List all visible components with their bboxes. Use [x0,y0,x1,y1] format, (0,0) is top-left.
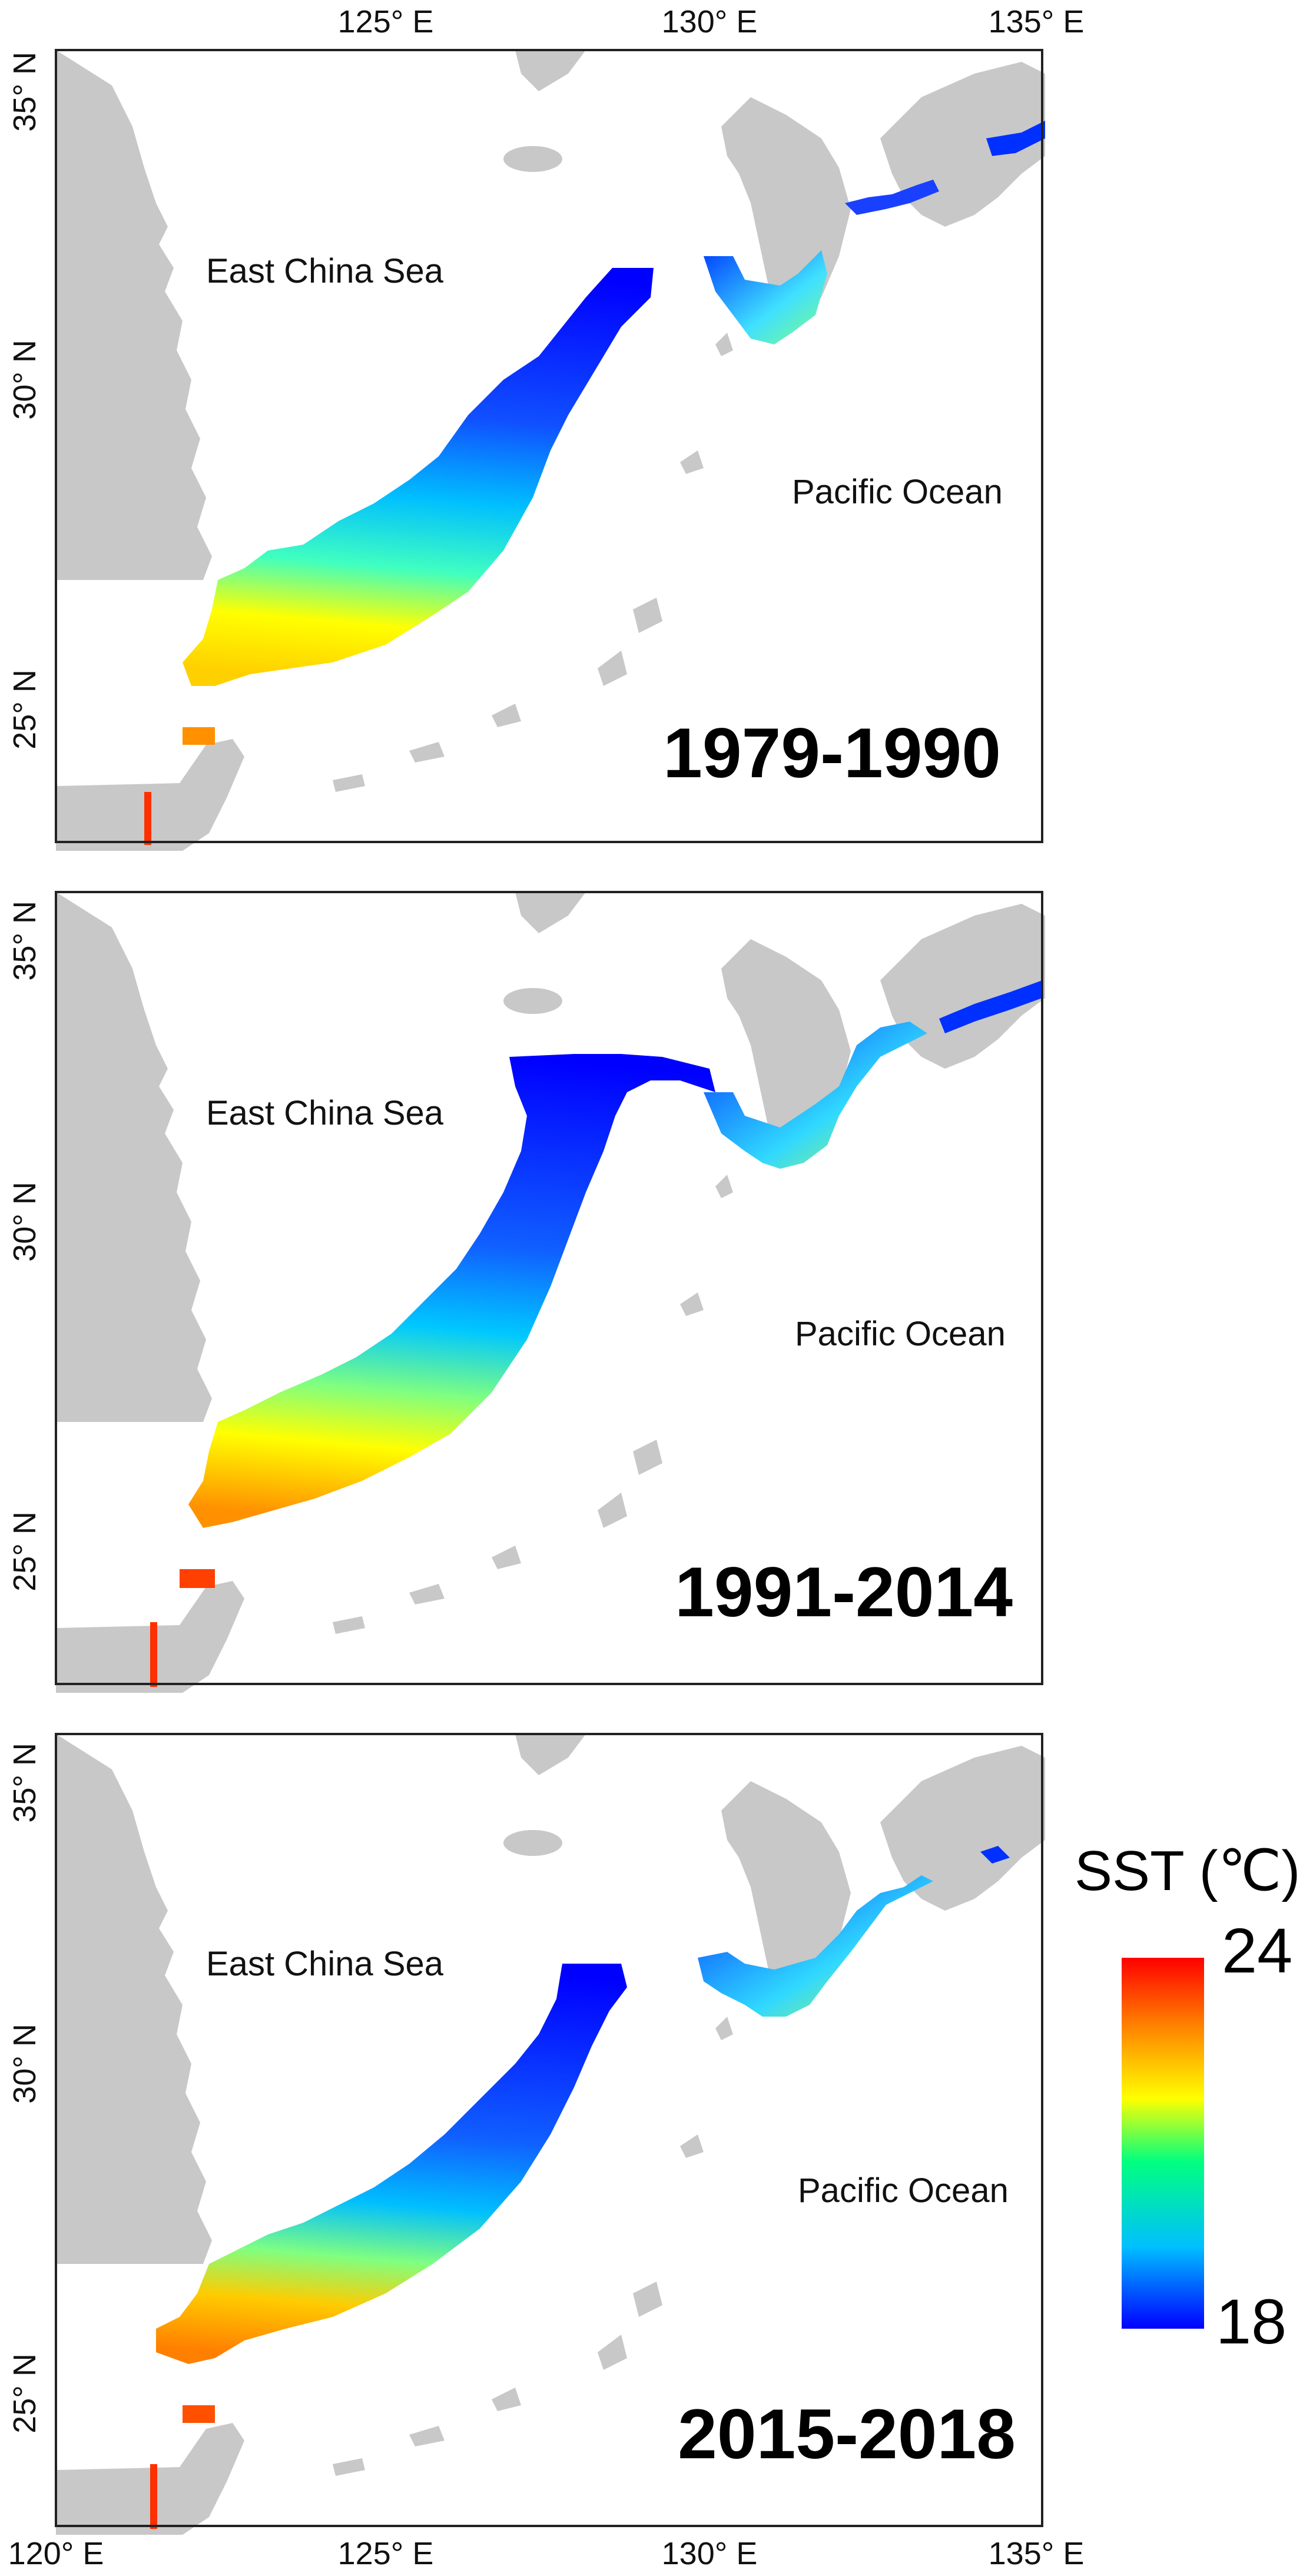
sst-legend: SST (℃) 24 18 [1075,1839,1300,2357]
lat-tick-p2-25: 25° N [7,1511,42,1592]
sea-label-3: East China Sea [206,1945,444,1983]
period-label-1: 1979-1990 [663,714,1001,793]
sst-taiwan-coast-2 [150,1622,157,1687]
map-panel-1: East China Sea Pacific Ocean 1979-1990 [55,49,1045,851]
lon-tick-top-125: 125° E [338,4,434,39]
lat-tick-p1-25: 25° N [7,669,42,750]
lat-tick-p3-30: 30° N [7,2024,42,2104]
sst-taiwan-patch-2 [180,1569,215,1588]
sst-kyushu-3 [698,1875,933,2017]
legend-colorbar [1122,1958,1204,2329]
ocean-label-2: Pacific Ocean [795,1315,1006,1353]
sst-honshu-3 [980,1846,1010,1864]
legend-min-label: 18 [1216,2286,1287,2357]
sst-honshu-1 [845,180,939,215]
legend-max-label: 24 [1222,1915,1292,1986]
sst-field-3 [156,1964,627,2364]
ocean-label-3: Pacific Ocean [798,2171,1009,2210]
period-label-2: 1991-2014 [675,1553,1013,1632]
sst-honshu-east-1 [986,121,1045,156]
lon-tick-bottom-130: 130° E [662,2536,758,2571]
lon-tick-bottom-120: 120° E [8,2536,104,2571]
ocean-label-1: Pacific Ocean [792,473,1003,511]
lat-tick-p2-35: 35° N [7,901,42,981]
lat-tick-p1-35: 35° N [7,52,42,132]
lat-tick-p2-30: 30° N [7,1182,42,1262]
lon-tick-top-130: 130° E [662,4,758,39]
sst-field-2 [188,1054,715,1528]
sst-kyushu-2 [704,1022,927,1169]
sst-taiwan-patch-1 [183,727,215,745]
lon-tick-bottom-125: 125° E [338,2536,434,2571]
lat-tick-p3-35: 35° N [7,1743,42,1823]
lon-tick-bottom-135: 135° E [989,2536,1085,2571]
sst-honshu-2 [939,980,1042,1033]
sst-kyushu-1 [704,250,827,344]
sea-label-2: East China Sea [206,1094,444,1132]
sst-taiwan-coast-3 [150,2464,157,2529]
period-label-3: 2015-2018 [678,2395,1016,2474]
lon-tick-top-135: 135° E [989,4,1085,39]
map-panel-3: East China Sea Pacific Ocean 2015-2018 [55,1733,1045,2535]
lat-tick-p1-30: 30° N [7,340,42,420]
sst-field-1 [183,268,654,686]
lat-tick-p3-25: 25° N [7,2353,42,2434]
legend-title: SST (℃) [1075,1839,1300,1902]
sst-taiwan-coast-1 [144,792,151,845]
sst-taiwan-patch-3 [183,2405,215,2423]
map-panel-2: East China Sea Pacific Ocean 1991-2014 [55,891,1045,1693]
sea-label-1: East China Sea [206,252,444,290]
